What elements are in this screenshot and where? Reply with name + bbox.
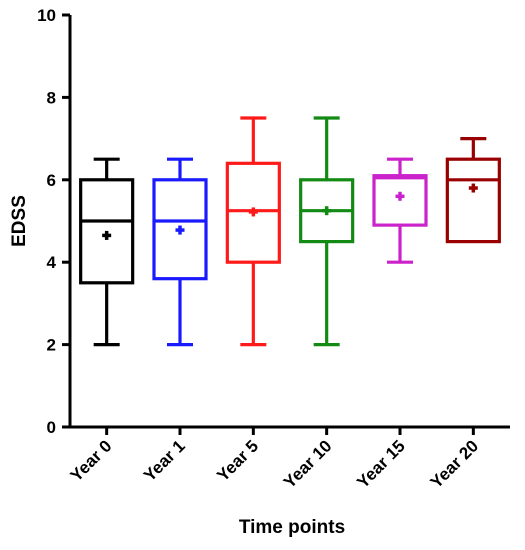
y-tick-label: 0	[47, 418, 56, 437]
x-tick-label: Year 5	[213, 436, 262, 485]
x-axis-title: Time points	[239, 517, 345, 538]
x-tick-label: Year 15	[353, 436, 409, 492]
boxes-layer	[79, 116, 501, 347]
x-tick-label: Year 1	[140, 436, 189, 485]
box-iqr	[445, 157, 501, 244]
x-tick-label: Year 10	[280, 436, 336, 492]
y-tick-label: 6	[47, 171, 56, 190]
box-year-10	[299, 116, 355, 347]
y-tick-label: 10	[37, 6, 56, 25]
box-year-15	[372, 157, 428, 264]
box-year-5	[225, 116, 281, 347]
y-tick-label: 4	[47, 253, 57, 272]
plot-area	[79, 116, 501, 347]
box-iqr	[225, 161, 281, 264]
box-year-1	[152, 157, 208, 347]
box-iqr	[79, 178, 135, 285]
x-axis-ticks: Year 0 Year 1 Year 5 Year 10 Year 15 Year 20	[67, 427, 483, 492]
y-tick-label: 8	[47, 88, 56, 107]
box-iqr	[152, 178, 208, 281]
box-year-0	[79, 157, 135, 347]
box-iqr	[372, 174, 428, 227]
y-axis-ticks: 0 2 4 6 8 10	[37, 6, 70, 437]
box-year-20	[445, 137, 501, 244]
x-tick-label: Year 0	[67, 436, 116, 485]
y-tick-label: 2	[47, 336, 56, 355]
x-tick-label: Year 20	[427, 436, 483, 492]
y-axis-title: EDSS	[9, 195, 30, 247]
